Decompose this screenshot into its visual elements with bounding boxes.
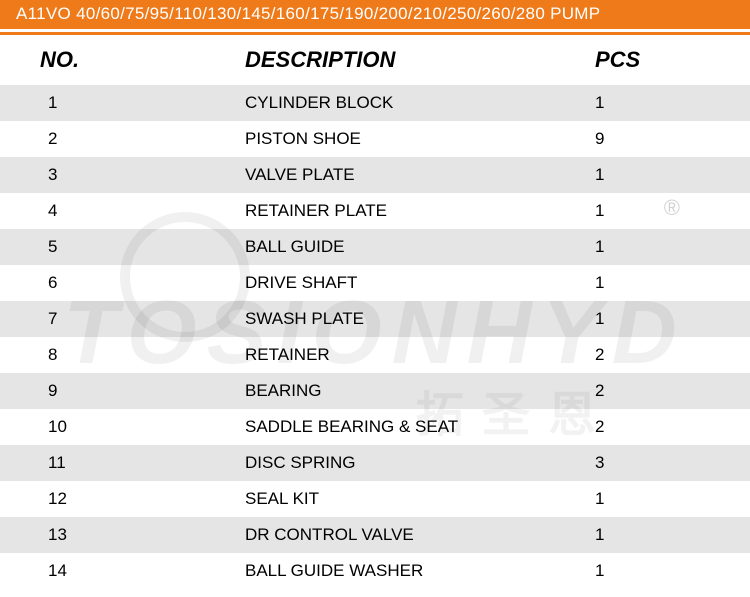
- cell-no: 8: [0, 345, 245, 365]
- cell-pcs: 1: [595, 273, 750, 293]
- cell-description: SWASH PLATE: [245, 309, 595, 329]
- cell-no: 10: [0, 417, 245, 437]
- cell-no: 7: [0, 309, 245, 329]
- cell-no: 5: [0, 237, 245, 257]
- col-header-desc: DESCRIPTION: [245, 47, 595, 73]
- cell-no: 2: [0, 129, 245, 149]
- table-row: 11DISC SPRING3: [0, 445, 750, 481]
- col-header-no: NO.: [0, 47, 245, 73]
- title-bar: A11VO 40/60/75/95/110/130/145/160/175/19…: [0, 0, 750, 32]
- cell-description: PISTON SHOE: [245, 129, 595, 149]
- cell-no: 6: [0, 273, 245, 293]
- cell-pcs: 1: [595, 489, 750, 509]
- title-text: A11VO 40/60/75/95/110/130/145/160/175/19…: [16, 4, 600, 23]
- cell-no: 14: [0, 561, 245, 581]
- cell-pcs: 1: [595, 309, 750, 329]
- cell-no: 4: [0, 201, 245, 221]
- cell-pcs: 2: [595, 345, 750, 365]
- table-row: 8RETAINER2: [0, 337, 750, 373]
- table-row: 14BALL GUIDE WASHER1: [0, 553, 750, 589]
- cell-pcs: 3: [595, 453, 750, 473]
- table-row: 7SWASH PLATE1: [0, 301, 750, 337]
- table-row: 1CYLINDER BLOCK1: [0, 85, 750, 121]
- cell-description: BALL GUIDE: [245, 237, 595, 257]
- cell-pcs: 1: [595, 93, 750, 113]
- table-row: 2PISTON SHOE9: [0, 121, 750, 157]
- table-row: 4RETAINER PLATE1: [0, 193, 750, 229]
- cell-description: VALVE PLATE: [245, 165, 595, 185]
- table-row: 5BALL GUIDE1: [0, 229, 750, 265]
- cell-description: SADDLE BEARING & SEAT: [245, 417, 595, 437]
- cell-description: RETAINER: [245, 345, 595, 365]
- cell-description: DISC SPRING: [245, 453, 595, 473]
- cell-pcs: 9: [595, 129, 750, 149]
- table-row: 9BEARING2: [0, 373, 750, 409]
- table-row: 6DRIVE SHAFT1: [0, 265, 750, 301]
- cell-pcs: 1: [595, 237, 750, 257]
- parts-table: NO. DESCRIPTION PCS 1CYLINDER BLOCK12PIS…: [0, 35, 750, 589]
- cell-pcs: 1: [595, 561, 750, 581]
- cell-pcs: 1: [595, 165, 750, 185]
- cell-pcs: 1: [595, 525, 750, 545]
- cell-pcs: 2: [595, 381, 750, 401]
- cell-no: 13: [0, 525, 245, 545]
- cell-description: DRIVE SHAFT: [245, 273, 595, 293]
- col-header-pcs: PCS: [595, 47, 750, 73]
- cell-no: 3: [0, 165, 245, 185]
- title-underline: [0, 32, 750, 35]
- table-header-row: NO. DESCRIPTION PCS: [0, 35, 750, 85]
- cell-description: SEAL KIT: [245, 489, 595, 509]
- cell-description: DR CONTROL VALVE: [245, 525, 595, 545]
- table-row: 12SEAL KIT1: [0, 481, 750, 517]
- table-row: 3VALVE PLATE1: [0, 157, 750, 193]
- cell-no: 1: [0, 93, 245, 113]
- cell-pcs: 2: [595, 417, 750, 437]
- cell-description: CYLINDER BLOCK: [245, 93, 595, 113]
- cell-description: BEARING: [245, 381, 595, 401]
- table-row: 13DR CONTROL VALVE1: [0, 517, 750, 553]
- cell-no: 12: [0, 489, 245, 509]
- cell-description: RETAINER PLATE: [245, 201, 595, 221]
- cell-no: 9: [0, 381, 245, 401]
- cell-no: 11: [0, 453, 245, 473]
- cell-description: BALL GUIDE WASHER: [245, 561, 595, 581]
- table-row: 10SADDLE BEARING & SEAT2: [0, 409, 750, 445]
- cell-pcs: 1: [595, 201, 750, 221]
